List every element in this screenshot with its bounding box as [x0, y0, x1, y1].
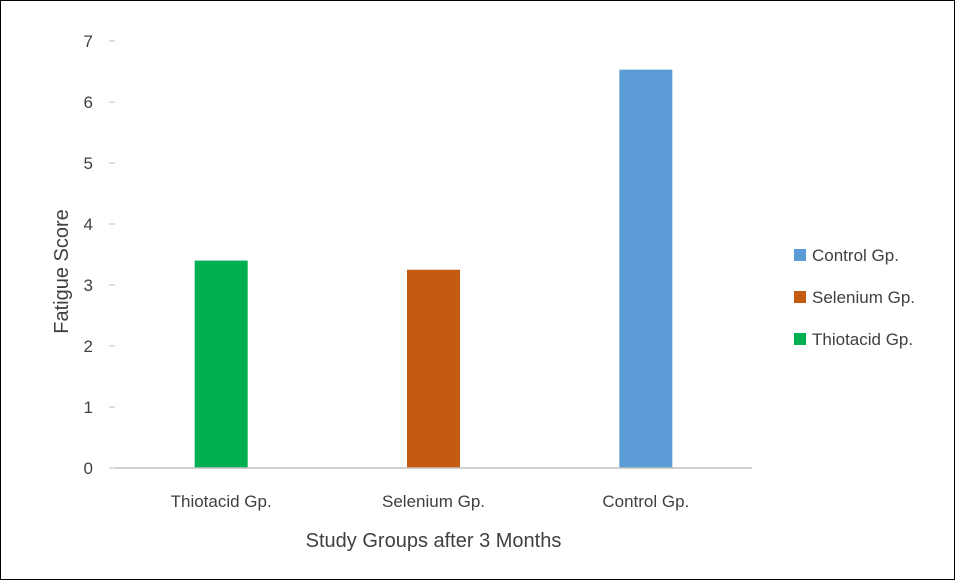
y-axis-ticks: 0 1 2 3 4 5 6 7	[84, 32, 115, 478]
legend: Control Gp. Selenium Gp. Thiotacid Gp.	[794, 246, 915, 349]
legend-label-thiotacid-gp: Thiotacid Gp.	[812, 330, 913, 349]
x-tick-label-thiotacid-gp: Thiotacid Gp.	[171, 492, 272, 511]
y-axis-title: Fatigue Score	[51, 209, 73, 334]
bar-control-gp	[619, 69, 673, 469]
legend-swatch-thiotacid-gp	[794, 333, 806, 345]
x-tick-label-control-gp: Control Gp.	[602, 492, 689, 511]
y-tick-label-2: 2	[84, 337, 93, 356]
y-tick-label-3: 3	[84, 276, 93, 295]
y-tick-label-6: 6	[84, 93, 93, 112]
legend-swatch-selenium-gp	[794, 291, 806, 303]
y-tick-label-5: 5	[84, 154, 93, 173]
x-axis-ticks: Thiotacid Gp. Selenium Gp. Control Gp.	[171, 492, 690, 511]
bar-selenium-gp	[407, 269, 460, 468]
legend-label-selenium-gp: Selenium Gp.	[812, 288, 915, 307]
y-tick-label-4: 4	[84, 215, 93, 234]
x-axis-title: Study Groups after 3 Months	[306, 530, 562, 552]
y-tick-label-7: 7	[84, 32, 93, 51]
y-tick-label-1: 1	[84, 398, 93, 417]
y-tick-label-0: 0	[84, 459, 93, 478]
bars	[194, 69, 673, 469]
bar-thiotacid-gp	[194, 260, 248, 468]
x-tick-label-selenium-gp: Selenium Gp.	[382, 492, 485, 511]
legend-swatch-control-gp	[794, 249, 806, 261]
legend-label-control-gp: Control Gp.	[812, 246, 899, 265]
